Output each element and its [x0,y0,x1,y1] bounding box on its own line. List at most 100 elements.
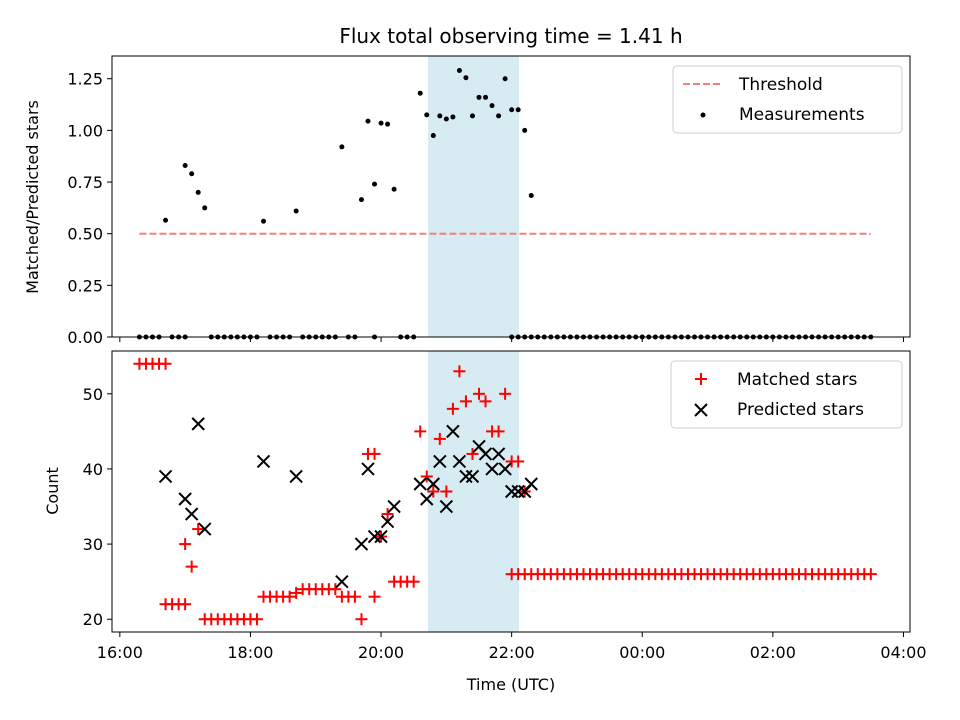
x-tick-label: 20:00 [358,643,404,662]
matched-stars-point [329,583,342,596]
predicted-stars-point [511,484,525,499]
x-tick-label: 16:00 [97,643,143,662]
y-tick-label: 40 [83,460,103,479]
measurement-point [469,113,475,119]
measurement-point [489,103,495,109]
predicted-stars-point [485,462,499,476]
measurement-point [450,114,456,120]
matched-stars-point [348,590,361,603]
matched-stars-point [179,538,192,551]
top-legend: Threshold Measurements [672,65,903,134]
predicted-stars-point [367,529,382,544]
legend-matched-swatch [695,373,707,385]
predicted-stars-point [374,529,388,544]
matched-stars-point [368,590,381,603]
measurement-point [261,218,267,224]
matched-stars-point [466,447,479,460]
x-axis-label: Time (UTC) [466,675,555,694]
legend-measurements-swatch [700,112,706,118]
measurement-point [417,90,423,96]
matched-stars-point [492,425,505,438]
predicted-stars-point [426,477,440,491]
measurement-point [163,217,169,223]
matched-stars-point [381,508,394,521]
measurement-point [483,94,489,100]
top-legend-box [672,65,903,134]
measurement-point [515,107,521,113]
measurement-point [293,208,299,214]
matched-stars-point [512,455,525,468]
predicted-stars-point [178,492,192,506]
predicted-stars-point [354,537,369,551]
matched-stars-point [290,586,303,599]
legend-threshold-label: Threshold [738,75,823,95]
bottom-axes-frame [111,350,911,633]
matched-stars-point [459,395,472,408]
matched-stars-point [479,395,492,408]
matched-stars-point [159,357,172,370]
bottom-legend: Matched stars Predicted stars [670,360,903,429]
x-tick-label: 22:00 [489,643,535,662]
matched-stars-point [368,447,381,460]
measurement-point [509,107,515,113]
predicted-stars-point [289,469,303,484]
measurement-point [528,192,534,198]
y-tick-label: 30 [83,535,103,554]
measurement-point [195,189,201,195]
matched-stars-point [499,387,512,400]
predicted-stars-point [256,454,271,469]
legend-matched-label: Matched stars [737,370,857,390]
y-tick-label: 0.50 [67,225,103,244]
legend-measurements-label: Measurements [739,105,865,125]
measurement-point [437,113,443,119]
predicted-stars-point [498,462,512,476]
matched-stars-point [427,485,440,498]
y-tick-label: 0.00 [67,328,103,347]
matched-stars-point [473,387,486,400]
predicted-stars-point [439,499,454,514]
top-x-ticks [119,337,904,342]
y-tick-label: 0.25 [67,276,103,295]
y-tick-label: 0.75 [67,173,103,192]
matched-stars-point [440,485,453,498]
top-panel: 0.00 0.25 0.50 0.75 1.00 1.25 Flux total obse… [23,24,911,347]
matched-stars-point [355,613,368,626]
predicted-stars-point [504,484,519,499]
bottom-y-axis-label: Count [43,467,62,515]
measurement-point [339,144,345,150]
x-tick-label: 02:00 [750,643,796,662]
measurement-point [424,112,430,118]
matched-stars-point [433,432,446,445]
measurement-point [502,76,508,82]
x-tick-label: 18:00 [227,643,273,662]
measurement-point [365,118,371,124]
predicted-stars-point [452,454,467,469]
measurement-point [443,116,449,122]
predicted-stars-point [361,462,375,476]
measurement-point [372,181,378,187]
predicted-stars-point [524,477,538,491]
matched-stars-point [192,523,205,536]
measurement-point [378,120,384,126]
predicted-stars-point [478,447,493,461]
bottom-y-ticks: 20 30 40 50 [83,385,112,629]
measurement-point [385,121,391,127]
top-axes-frame [111,55,911,338]
measurement-point [456,67,462,73]
matched-stars-point [407,575,420,588]
predicted-stars-point [413,477,427,491]
predicted-stars-point [380,514,395,529]
measurement-point [189,171,195,177]
matched-stars-point [283,590,296,603]
bottom-x-ticks: 16:00 18:00 20:00 22:00 00:00 02:00 04:00 [97,632,927,662]
matched-stars-point [179,598,192,611]
measurement-point [496,113,502,119]
measurement-point [182,163,188,169]
bottom-panel: 20 30 40 50 16:00 18:00 20:00 22:00 00:00 02:00 0… [43,350,927,694]
predicted-stars-point [184,507,199,521]
measurement-point [430,133,436,139]
top-y-axis-label: Matched/Predicted stars [23,100,42,294]
x-tick-label: 00:00 [619,643,665,662]
y-tick-label: 1.00 [67,121,103,140]
predicted-stars-point [459,469,473,484]
